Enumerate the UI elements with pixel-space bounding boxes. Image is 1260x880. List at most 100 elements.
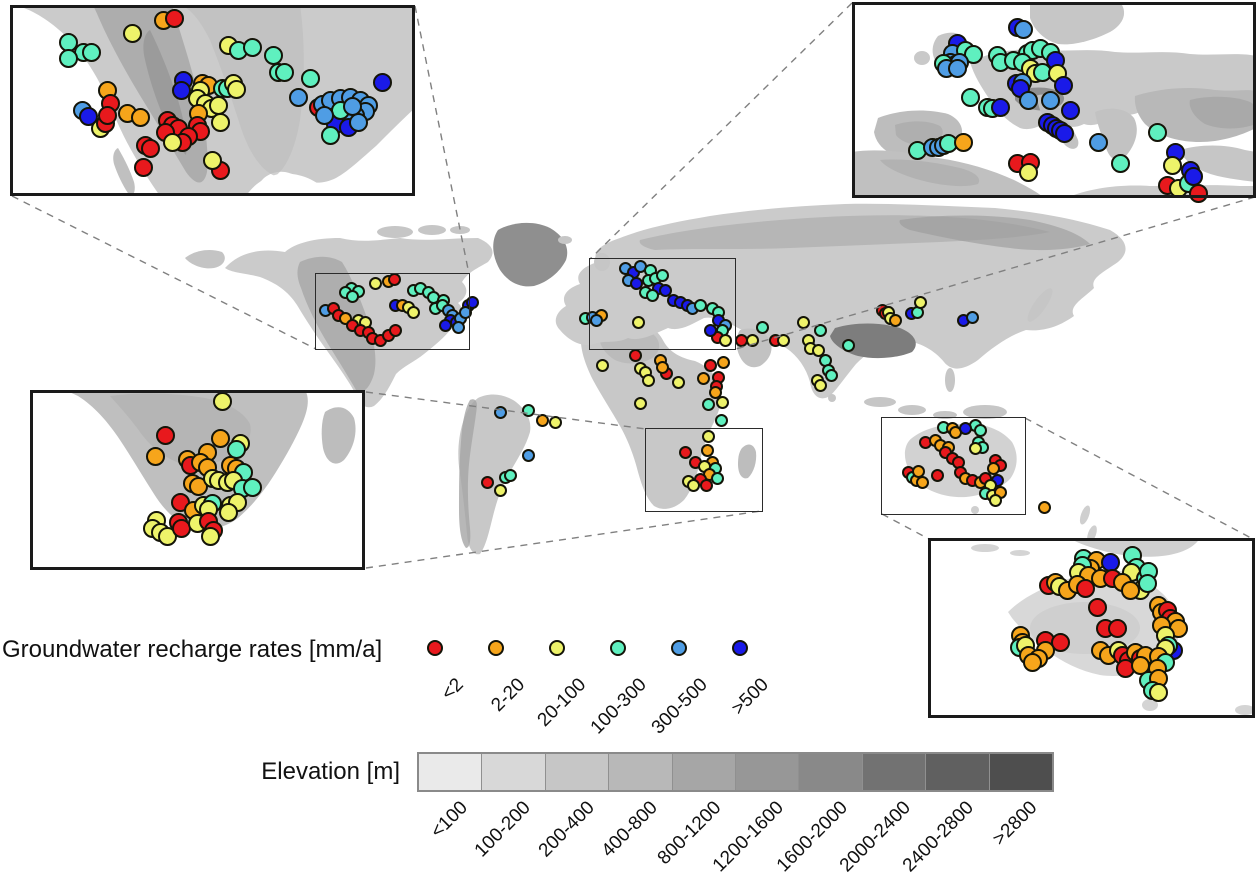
recharge-site-point — [300, 68, 320, 88]
recharge-site-point — [700, 443, 714, 457]
elevation-swatch — [799, 754, 863, 790]
recharge-site-point — [493, 483, 507, 497]
recharge-site-point — [58, 48, 78, 68]
recharge-site-point — [965, 310, 979, 324]
recharge-site-point — [171, 80, 191, 100]
recharge-site-point — [701, 397, 715, 411]
inset-connector-line — [11, 195, 317, 350]
elevation-swatch — [672, 754, 737, 790]
recharge-site-point — [633, 396, 647, 410]
recharge-site-point — [97, 105, 117, 125]
recharge-site-point — [503, 468, 517, 482]
recharge-site-point — [200, 526, 220, 546]
recharge-site-point — [686, 478, 700, 492]
inset-connector-line — [1024, 417, 1254, 540]
recharge-site-point — [521, 448, 535, 462]
recharge-site-point — [1087, 597, 1107, 617]
recharge-site-point — [715, 395, 729, 409]
recharge-site-point — [226, 79, 246, 99]
recharge-site-point — [824, 368, 838, 382]
recharge-site-point — [465, 295, 479, 309]
recharge-site-point — [1022, 652, 1042, 672]
recharge-site-point — [1110, 153, 1130, 173]
recharge-site-point — [242, 477, 262, 497]
recharge-site-point — [1040, 90, 1060, 110]
elevation-swatch — [862, 754, 927, 790]
recharge-site-point — [655, 268, 669, 282]
recharge-site-point — [320, 125, 340, 145]
recharge-site-point — [655, 360, 669, 374]
recharge-site-point — [274, 62, 294, 82]
recharge-site-point — [314, 105, 334, 125]
recharge-site-point — [696, 371, 710, 385]
elevation-swatch — [419, 754, 483, 790]
recharge-site-point — [1037, 500, 1051, 514]
recharge-site-point — [288, 87, 308, 107]
inset-connector-line — [589, 2, 853, 260]
recharge-site-point — [1148, 682, 1168, 702]
recharge-site-point — [145, 446, 165, 466]
recharge-site-point — [990, 97, 1010, 117]
elevation-swatch — [926, 754, 990, 790]
recharge-site-point — [710, 471, 724, 485]
recharge-site-point — [218, 502, 238, 522]
recharge-site-point — [718, 333, 732, 347]
elevation-colorbar — [417, 752, 1054, 792]
recharge-site-point — [1120, 580, 1140, 600]
recharge-site-point — [1054, 123, 1074, 143]
recharge-site-point — [1018, 90, 1038, 110]
australia-box — [881, 417, 1026, 515]
recharge-site-point — [1013, 19, 1033, 39]
recharge-site-point — [1107, 618, 1127, 638]
europe-box — [589, 258, 736, 350]
elevation-swatch — [545, 754, 610, 790]
recharge-site-point — [1147, 122, 1167, 142]
inset-connector-line — [735, 196, 1256, 350]
recharge-site-point — [701, 429, 715, 443]
inset-connector-line — [365, 391, 647, 430]
recharge-site-point — [1183, 166, 1203, 186]
recharge-site-point — [915, 475, 929, 489]
recharge-site-point — [813, 378, 827, 392]
recharge-legend-swatch — [427, 640, 443, 656]
inset-connector-line — [881, 513, 930, 540]
recharge-site-point — [372, 72, 392, 92]
elevation-swatch — [482, 754, 546, 790]
recharge-site-point — [1088, 132, 1108, 152]
recharge-site-point — [368, 276, 382, 290]
recharge-legend-swatch — [671, 640, 687, 656]
recharge-site-point — [1060, 100, 1080, 120]
recharge-legend-swatch — [610, 640, 626, 656]
recharge-site-point — [438, 318, 452, 332]
recharge-site-point — [755, 320, 769, 334]
recharge-legend-swatch — [732, 640, 748, 656]
recharge-site-point — [658, 283, 672, 297]
recharge-site-point — [813, 323, 827, 337]
inset-frame-north-america — [10, 5, 415, 196]
recharge-site-point — [1018, 162, 1038, 182]
recharge-site-point — [388, 323, 402, 337]
elevation-swatch — [989, 754, 1053, 790]
recharge-site-point — [155, 425, 175, 445]
recharge-site-point — [589, 313, 603, 327]
recharge-legend-title: Groundwater recharge rates [mm/a] — [2, 636, 383, 663]
recharge-site-point — [242, 37, 262, 57]
recharge-site-point — [811, 343, 825, 357]
recharge-site-point — [699, 478, 713, 492]
recharge-site-point — [78, 106, 98, 126]
recharge-site-point — [645, 288, 659, 302]
recharge-site-point — [122, 23, 142, 43]
recharge-site-point — [210, 112, 230, 132]
recharge-site-point — [671, 375, 685, 389]
recharge-site-point — [1050, 632, 1070, 652]
recharge-site-point — [130, 107, 150, 127]
recharge-site-point — [133, 157, 153, 177]
recharge-site-point — [342, 96, 362, 116]
recharge-site-point — [841, 338, 855, 352]
recharge-site-point — [678, 445, 692, 459]
recharge-site-point — [988, 493, 1002, 507]
recharge-site-point — [451, 320, 465, 334]
north-america-box — [315, 273, 470, 350]
